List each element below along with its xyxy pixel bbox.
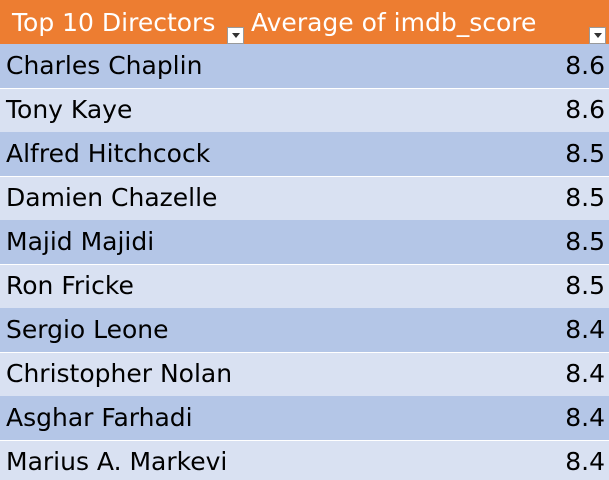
table-row[interactable]: Ron Fricke 8.5 — [0, 264, 609, 308]
score-cell[interactable]: 8.4 — [565, 359, 605, 388]
director-cell[interactable]: Marius A. Markevi — [6, 447, 228, 476]
table-row[interactable]: Christopher Nolan 8.4 — [0, 352, 609, 396]
table-row[interactable]: Charles Chaplin 8.6 — [0, 44, 609, 88]
director-cell[interactable]: Christopher Nolan — [6, 359, 233, 388]
table-row[interactable]: Alfred Hitchcock 8.5 — [0, 132, 609, 176]
table-row[interactable]: Sergio Leone 8.4 — [0, 308, 609, 352]
row-divider — [0, 440, 609, 441]
score-cell[interactable]: 8.4 — [565, 403, 605, 432]
table-row[interactable]: Marius A. Markevi 8.4 — [0, 440, 609, 480]
director-cell[interactable]: Sergio Leone — [6, 315, 169, 344]
dropdown-arrow-icon[interactable] — [227, 27, 244, 44]
row-divider — [0, 352, 609, 353]
director-cell[interactable]: Ron Fricke — [6, 271, 134, 300]
director-cell[interactable]: Damien Chazelle — [6, 183, 218, 212]
score-cell[interactable]: 8.5 — [565, 227, 605, 256]
table-row[interactable]: Damien Chazelle 8.5 — [0, 176, 609, 220]
score-cell[interactable]: 8.6 — [565, 51, 605, 80]
score-cell[interactable]: 8.5 — [565, 183, 605, 212]
director-cell[interactable]: Tony Kaye — [6, 95, 133, 124]
row-divider — [0, 176, 609, 177]
score-cell[interactable]: 8.5 — [565, 139, 605, 168]
score-cell[interactable]: 8.5 — [565, 271, 605, 300]
director-cell[interactable]: Alfred Hitchcock — [6, 139, 211, 168]
table-row[interactable]: Tony Kaye 8.6 — [0, 88, 609, 132]
row-divider — [0, 88, 609, 89]
dropdown-arrow-icon[interactable] — [589, 27, 606, 44]
row-divider — [0, 264, 609, 265]
table-row[interactable]: Majid Majidi 8.5 — [0, 220, 609, 264]
table-row[interactable]: Asghar Farhadi 8.4 — [0, 396, 609, 440]
header-row: Top 10 Directors Average of imdb_score — [0, 0, 609, 44]
header-top-10-directors[interactable]: Top 10 Directors — [12, 8, 216, 37]
score-cell[interactable]: 8.4 — [565, 447, 605, 476]
score-cell[interactable]: 8.6 — [565, 95, 605, 124]
director-cell[interactable]: Majid Majidi — [6, 227, 155, 256]
score-cell[interactable]: 8.4 — [565, 315, 605, 344]
header-average-imdb-score[interactable]: Average of imdb_score — [251, 8, 537, 37]
director-cell[interactable]: Asghar Farhadi — [6, 403, 193, 432]
director-cell[interactable]: Charles Chaplin — [6, 51, 203, 80]
